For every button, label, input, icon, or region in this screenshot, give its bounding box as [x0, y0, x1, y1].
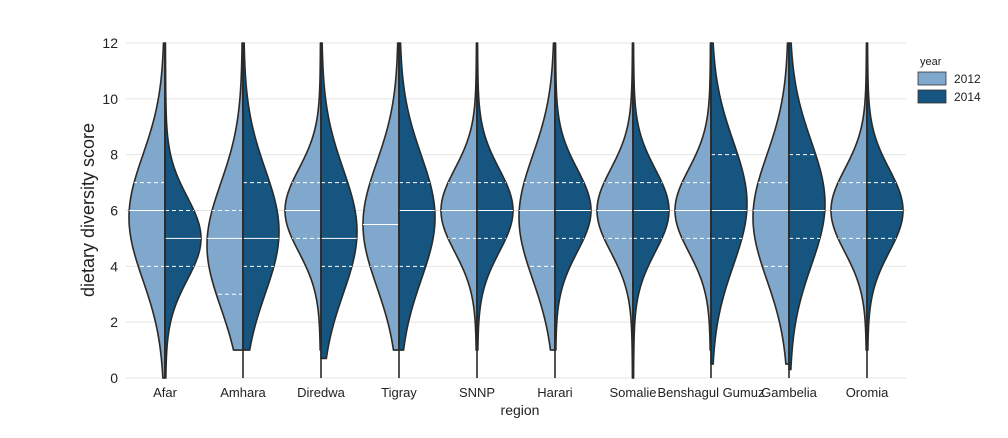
- violin-half-2012: [284, 42, 322, 351]
- x-tick-label: Harari: [537, 385, 573, 400]
- violin-half-2012: [440, 42, 478, 351]
- x-tick-label: Somalie: [610, 385, 657, 400]
- x-tick-label: Benshagul Gumuz: [658, 385, 765, 400]
- x-tick-label: SNNP: [459, 385, 495, 400]
- violin-half-2014: [320, 42, 358, 360]
- y-tick-label: 2: [110, 314, 118, 330]
- x-tick-label: Amhara: [220, 385, 266, 400]
- violin-half-2014: [476, 42, 514, 351]
- y-tick-label: 4: [110, 258, 118, 274]
- violin-benshagul-gumuz: [674, 42, 748, 378]
- x-axis-label: region: [501, 402, 540, 418]
- violin-half-2012: [518, 42, 556, 351]
- x-tick-label: Diredwa: [297, 385, 345, 400]
- violin-half-2012: [674, 42, 712, 351]
- violin-half-2014: [242, 42, 280, 351]
- y-tick-label: 6: [110, 203, 118, 219]
- violin-half-2014: [554, 42, 592, 351]
- legend-label: 2012: [954, 72, 981, 86]
- x-tick-label: Tigray: [381, 385, 417, 400]
- violin-half-2012: [830, 42, 868, 351]
- violin-half-2012: [362, 42, 400, 351]
- violin-oromia: [830, 42, 904, 378]
- x-tick-label: Gambelia: [761, 385, 817, 400]
- violin-half-2012: [752, 42, 790, 365]
- violin-somalie: [596, 42, 670, 379]
- legend: year 2012 2014: [917, 56, 981, 104]
- violin-harari: [518, 42, 592, 378]
- violin-gambelia: [752, 42, 826, 378]
- y-axis-label: dietary diversity score: [78, 123, 98, 297]
- violin-amhara: [206, 42, 280, 378]
- y-tick-label: 0: [110, 370, 118, 386]
- violin-layer: [128, 42, 904, 379]
- violin-snnp: [440, 42, 514, 378]
- y-tick-label: 8: [110, 147, 118, 163]
- violin-half-2014: [866, 42, 904, 351]
- violin-half-2014: [710, 42, 748, 365]
- violin-half-2012: [206, 42, 244, 351]
- violin-half-2014: [398, 42, 436, 351]
- violin-tigray: [362, 42, 436, 378]
- violin-afar: [128, 42, 202, 379]
- legend-title: year: [920, 56, 942, 68]
- axis-layer: 0 2 4 6 8 10 12 Afar Amhara Diredwa Tigray SNNP Hara…: [102, 35, 889, 400]
- x-tick-label: Afar: [153, 385, 178, 400]
- x-tick-label: Oromia: [846, 385, 889, 400]
- violin-half-2014: [788, 42, 826, 371]
- legend-label: 2014: [954, 90, 981, 104]
- legend-swatch: [917, 89, 947, 104]
- legend-swatch: [917, 71, 947, 86]
- y-tick-label: 10: [102, 91, 118, 107]
- violin-diredwa: [284, 42, 358, 378]
- y-tick-label: 12: [102, 35, 118, 51]
